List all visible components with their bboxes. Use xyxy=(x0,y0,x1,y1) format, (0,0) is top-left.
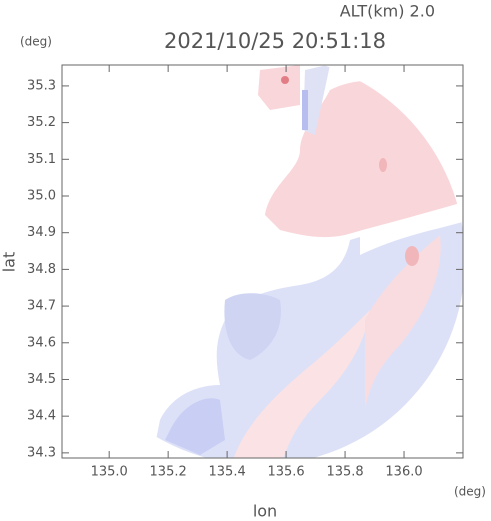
plot-frame xyxy=(61,64,464,459)
x-tick-label: 135.4 xyxy=(209,465,246,480)
radar-field xyxy=(150,65,463,458)
y-tick-label: 35.1 xyxy=(27,152,56,167)
y-label: lat xyxy=(0,252,19,273)
blue-region xyxy=(165,398,225,455)
x-tick-label: 136.0 xyxy=(385,465,422,480)
blue-region xyxy=(224,293,281,360)
y-tick-label: 34.4 xyxy=(27,409,56,424)
x-tick-label: 135.2 xyxy=(150,465,187,480)
blue-region xyxy=(150,220,463,458)
pink-region xyxy=(230,310,370,458)
y-unit: (deg) xyxy=(20,35,52,49)
x-tick-label: 135.6 xyxy=(267,465,304,480)
blue-strip xyxy=(303,65,330,135)
x-tick-label: 135.8 xyxy=(326,465,363,480)
pink-region xyxy=(365,235,441,410)
y-tick-label: 34.5 xyxy=(27,372,56,387)
chart-title: 2021/10/25 20:51:18 xyxy=(164,29,386,53)
blue-spot xyxy=(302,90,308,130)
red-spot xyxy=(281,76,289,84)
y-tick-label: 34.3 xyxy=(27,445,56,460)
pink-spot xyxy=(379,158,387,172)
y-tick-label: 34.6 xyxy=(27,335,56,350)
y-tick-label: 35.3 xyxy=(27,78,56,93)
altitude: ALT(km) 2.0 xyxy=(340,2,435,21)
x-label: lon xyxy=(253,502,277,521)
gap xyxy=(360,200,463,255)
y-tick-label: 34.9 xyxy=(27,225,56,240)
pink-region xyxy=(258,65,300,110)
pink-spot xyxy=(405,246,419,266)
y-tick-label: 35.2 xyxy=(27,115,56,130)
y-tick-label: 34.8 xyxy=(27,262,56,277)
x-unit: (deg) xyxy=(454,485,486,499)
x-tick-label: 135.0 xyxy=(91,465,128,480)
y-tick-label: 35.0 xyxy=(27,189,56,204)
y-tick-label: 34.7 xyxy=(27,299,56,314)
